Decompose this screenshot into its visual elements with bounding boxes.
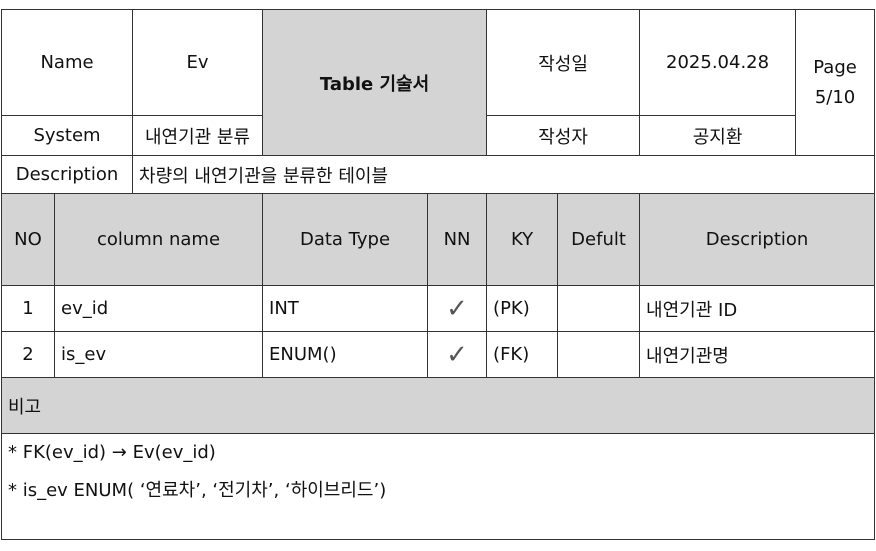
author-label: 작성자: [486, 115, 641, 156]
row-ky: (FK): [486, 331, 559, 378]
remarks-label: 비고: [0, 377, 876, 434]
table-row: 2 is_ev ENUM() ✓ (FK) 내연기관명: [1, 331, 876, 378]
col-header-no: NO: [1, 193, 55, 286]
remarks-note-line: * FK(ev_id) → Ev(ev_id): [8, 442, 216, 463]
row-column-name: is_ev: [53, 331, 264, 378]
row-default: [557, 331, 641, 378]
col-header-nn: NN: [427, 193, 488, 286]
row-default: [557, 285, 641, 332]
name-value: Ev: [132, 9, 264, 116]
system-label: System: [0, 115, 134, 156]
page-indicator: Page 5/10: [795, 9, 876, 156]
remarks-note-line: * is_ev ENUM( ‘연료차’, ‘전기차’, ‘하이브리드’): [8, 480, 387, 501]
page-label: Page: [813, 56, 857, 78]
row-nn-check-icon: ✓: [427, 331, 488, 378]
row-nn-check-icon: ✓: [427, 285, 488, 332]
description-label: Description: [0, 155, 134, 194]
row-description: 내연기관명: [639, 331, 876, 378]
table-spec-sheet: Name Ev Table 기술서 작성일 2025.04.28 Page 5/…: [0, 9, 876, 546]
created-date-label: 작성일: [486, 9, 641, 116]
author-value: 공지환: [639, 115, 797, 156]
col-header-ky: KY: [486, 193, 559, 286]
description-value: 차량의 내연기관을 분류한 테이블: [132, 155, 876, 194]
col-header-data-type: Data Type: [262, 193, 429, 286]
name-label: Name: [0, 9, 134, 116]
row-column-name: ev_id: [53, 285, 264, 332]
col-header-column-name: column name: [53, 193, 264, 286]
row-description: 내연기관 ID: [639, 285, 876, 332]
row-no: 1: [1, 285, 55, 332]
col-header-description: Description: [639, 193, 876, 286]
page-value: 5/10: [814, 86, 856, 108]
row-ky: (PK): [486, 285, 559, 332]
table-title: Table 기술서: [262, 9, 488, 156]
system-value: 내연기관 분류: [132, 115, 264, 156]
spec-table: Name Ev Table 기술서 작성일 2025.04.28 Page 5/…: [0, 9, 876, 540]
row-no: 2: [1, 331, 55, 378]
created-date-value: 2025.04.28: [639, 9, 797, 116]
row-data-type: INT: [262, 285, 429, 332]
table-row: 1 ev_id INT ✓ (PK) 내연기관 ID: [1, 285, 876, 332]
remarks-notes: * FK(ev_id) → Ev(ev_id) * is_ev ENUM( ‘연…: [0, 433, 876, 540]
row-data-type: ENUM(): [262, 331, 429, 378]
col-header-default: Defult: [557, 193, 641, 286]
